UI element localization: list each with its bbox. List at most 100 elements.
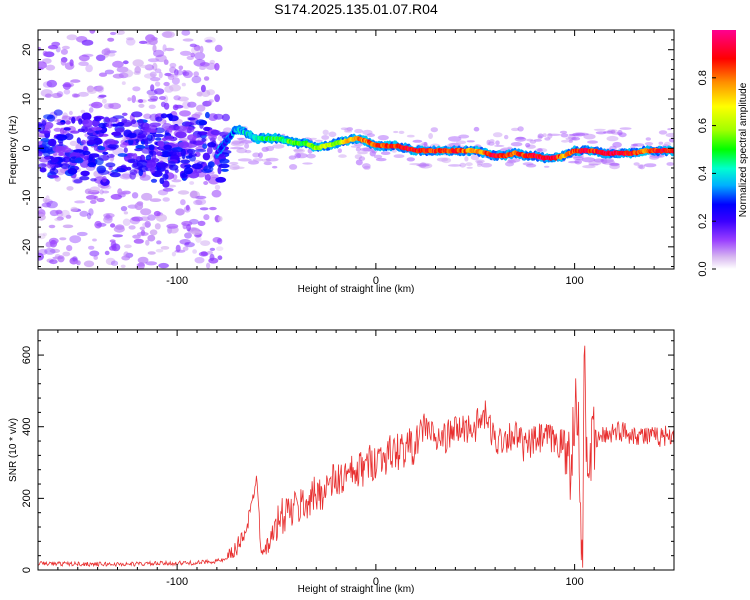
- band-blob: [46, 114, 56, 122]
- noise-blob: [208, 99, 214, 103]
- band-blob: [126, 166, 132, 171]
- noise-blob: [48, 224, 56, 229]
- noise-blob: [121, 81, 126, 85]
- band-blob: [202, 152, 211, 161]
- band-blob: [219, 158, 230, 164]
- noise-blob: [79, 210, 89, 217]
- noise-blob: [61, 45, 70, 50]
- noise-blob: [77, 91, 89, 97]
- band-blob: [76, 137, 81, 144]
- noise-blob: [88, 208, 94, 216]
- band-blob: [217, 166, 222, 175]
- halo-blob: [489, 139, 495, 143]
- noise-blob: [163, 31, 175, 39]
- noise-blob: [112, 60, 124, 68]
- noise-blob: [158, 262, 170, 269]
- halo-blob: [430, 127, 438, 133]
- band-blob: [146, 163, 153, 168]
- noise-blob: [147, 234, 156, 242]
- halo-blob: [258, 152, 263, 159]
- halo-blob: [293, 149, 304, 152]
- band-blob: [109, 172, 121, 178]
- noise-blob: [191, 230, 202, 235]
- noise-blob: [147, 98, 158, 102]
- noise-blob: [87, 212, 92, 220]
- noise-blob: [54, 217, 62, 222]
- figure-title: S174.2025.135.01.07.R04: [274, 1, 438, 17]
- noise-blob: [179, 110, 191, 117]
- spectrogram-y-ticks: 20 10 0 -10 -20: [21, 29, 674, 268]
- noise-blob: [194, 257, 205, 264]
- noise-blob: [78, 54, 90, 62]
- band-blob: [89, 136, 99, 141]
- noise-blob: [166, 73, 179, 78]
- noise-blob: [164, 72, 172, 77]
- band-blob: [221, 168, 229, 172]
- x-tick-label: 0: [373, 275, 379, 287]
- noise-blob: [62, 83, 73, 88]
- noise-blob: [199, 45, 204, 54]
- halo-blob: [423, 141, 428, 148]
- noise-blob: [162, 44, 167, 52]
- noise-blob: [100, 184, 112, 190]
- noise-blob: [61, 114, 68, 120]
- band-blob: [82, 119, 93, 128]
- noise-blob: [154, 68, 162, 74]
- noise-blob: [104, 69, 115, 75]
- noise-blob: [81, 53, 94, 58]
- noise-blob: [207, 100, 213, 106]
- halo-blob: [456, 140, 467, 145]
- halo-blob: [393, 154, 405, 159]
- noise-blob: [131, 95, 136, 103]
- noise-blob: [96, 85, 105, 93]
- band-blob: [149, 122, 161, 128]
- halo-blob: [505, 161, 514, 167]
- noise-blob: [95, 54, 106, 62]
- band-blob: [183, 167, 193, 175]
- halo-blob: [466, 166, 474, 169]
- noise-blob: [42, 50, 48, 57]
- noise-blob: [185, 204, 190, 211]
- band-blob: [60, 163, 71, 169]
- noise-blob: [38, 248, 48, 256]
- noise-blob: [88, 107, 94, 113]
- halo-blob: [574, 158, 582, 165]
- halo-blob: [495, 140, 500, 146]
- x-tick-label: -100: [166, 275, 188, 287]
- halo-blob: [619, 127, 632, 130]
- noise-blob: [88, 245, 95, 250]
- halo-blob: [265, 157, 279, 162]
- halo-blob: [289, 164, 298, 170]
- noise-blob: [45, 241, 53, 248]
- band-blob: [127, 132, 137, 139]
- noise-blob: [200, 84, 206, 93]
- noise-blob: [99, 189, 104, 195]
- noise-blob: [198, 91, 203, 97]
- noise-blob: [103, 213, 115, 218]
- band-blob: [166, 127, 173, 133]
- band-blob: [188, 153, 197, 157]
- halo-blob: [492, 132, 503, 138]
- band-blob: [136, 135, 148, 142]
- band-blob: [205, 111, 210, 119]
- band-blob: [81, 112, 92, 121]
- noise-blob: [110, 31, 117, 36]
- y-tick-label: 600: [21, 346, 33, 364]
- halo-blob: [354, 128, 363, 134]
- colorbar-label: Normalized spectral amplitude: [738, 82, 749, 217]
- noise-blob: [74, 260, 80, 265]
- halo-blob: [355, 146, 361, 152]
- band-blob: [182, 126, 195, 133]
- noise-blob: [123, 251, 129, 258]
- noise-blob: [110, 223, 116, 228]
- band-blob: [180, 148, 186, 157]
- noise-blob: [145, 239, 150, 246]
- noise-blob: [155, 248, 164, 253]
- noise-blob: [154, 81, 161, 87]
- noise-blob: [202, 100, 212, 107]
- noise-blob: [72, 256, 78, 262]
- halo-blob: [658, 130, 668, 135]
- noise-blob: [110, 193, 123, 200]
- halo-blob: [406, 157, 415, 162]
- noise-blob: [120, 264, 126, 268]
